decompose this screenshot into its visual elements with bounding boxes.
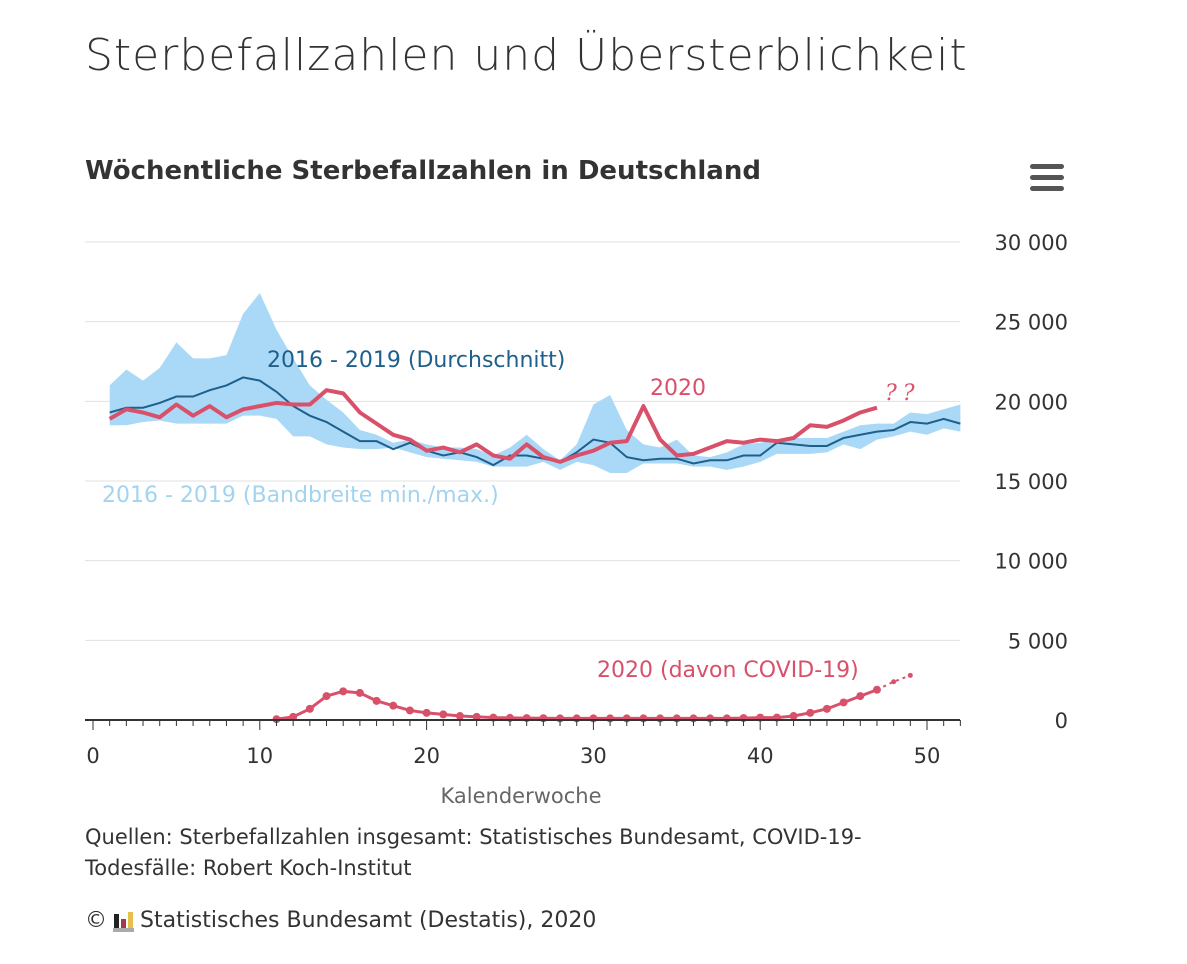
x-tick-label: 0 (86, 744, 99, 768)
covid-point (789, 712, 798, 721)
y-tick-label: 5 000 (1008, 629, 1068, 653)
covid-point (822, 704, 831, 713)
covid-projection-point (891, 679, 897, 685)
covid-point (422, 708, 431, 717)
covid-point (339, 687, 348, 696)
avg-annotation: 2016 - 2019 (Durchschnitt) (267, 348, 565, 373)
band-min-max-area (109, 292, 961, 474)
x-tick-label: 40 (747, 744, 774, 768)
chart-title: Wöchentliche Sterbefallzahlen in Deutsch… (85, 156, 761, 186)
covid-point (405, 706, 414, 715)
covid-point (806, 708, 815, 717)
copyright-symbol: © (85, 908, 107, 933)
2020-line (108, 388, 878, 464)
covid-point (355, 688, 364, 697)
x-tick-label: 20 (413, 744, 440, 768)
x-tick-label: 30 (580, 744, 607, 768)
covid-projection-point (907, 672, 913, 678)
x-axis-label: Kalenderwoche (440, 784, 601, 808)
source-note: Quellen: Sterbefallzahlen insgesamt: Sta… (85, 825, 862, 880)
y-tick-label: 0 (1055, 709, 1068, 733)
covid-point (322, 692, 331, 701)
copyright: © Statistisches Bundesamt (Destatis), 20… (85, 908, 596, 933)
x-tick-label: 50 (914, 744, 941, 768)
covid-point (839, 698, 848, 707)
y-tick-label: 30 000 (995, 231, 1068, 255)
band-annotation: 2016 - 2019 (Bandbreite min./max.) (102, 483, 499, 508)
avg-2016-2019-line (109, 376, 961, 467)
y-tick-label: 15 000 (995, 470, 1068, 494)
covid-point (472, 712, 481, 721)
covid-projection-line (876, 674, 911, 691)
x-tick-label: 10 (246, 744, 273, 768)
covid-point (372, 696, 381, 705)
covid-point (305, 704, 314, 713)
page-title: Sterbefallzahlen und Übersterblichkeit (85, 30, 968, 81)
covid-point (439, 710, 448, 719)
covid-point (856, 692, 865, 701)
covid-point (455, 712, 464, 721)
question-marks-annotation: ?? (885, 381, 921, 406)
y-tick-label: 20 000 (995, 390, 1068, 414)
hamburger-menu-icon[interactable] (1030, 164, 1064, 192)
y-tick-label: 10 000 (995, 550, 1068, 574)
covid-point (289, 712, 298, 721)
covid-point (872, 685, 881, 694)
y-tick-label: 25 000 (995, 311, 1068, 335)
destatis-logo-icon (113, 910, 134, 932)
covid-annotation: 2020 (davon COVID-19) (597, 658, 859, 683)
copyright-text: Statistisches Bundesamt (Destatis), 2020 (140, 908, 597, 933)
2020-annotation: 2020 (650, 376, 706, 401)
covid-point (389, 701, 398, 710)
